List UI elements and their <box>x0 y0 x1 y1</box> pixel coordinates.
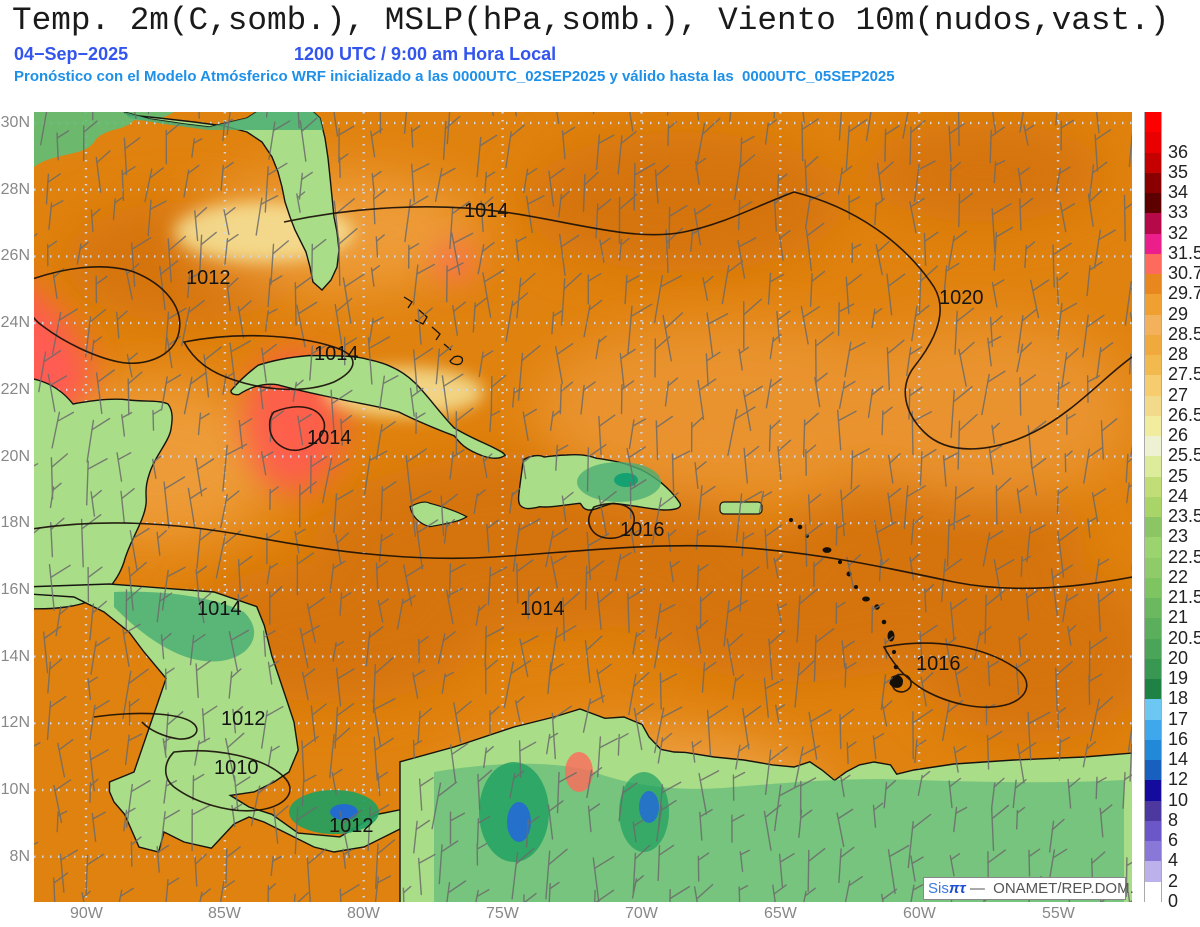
svg-text:1012: 1012 <box>221 708 266 730</box>
svg-text:1020: 1020 <box>939 287 984 309</box>
svg-text:1014: 1014 <box>314 343 359 365</box>
svg-text:1014: 1014 <box>307 427 352 449</box>
svg-text:1010: 1010 <box>214 757 259 779</box>
svg-text:1016: 1016 <box>620 519 665 541</box>
svg-text:1014: 1014 <box>520 598 565 620</box>
svg-text:1014: 1014 <box>464 200 509 222</box>
svg-text:1016: 1016 <box>916 653 961 675</box>
svg-text:1012: 1012 <box>329 815 374 837</box>
svg-text:1014: 1014 <box>197 598 242 620</box>
svg-text:1012: 1012 <box>186 267 231 289</box>
